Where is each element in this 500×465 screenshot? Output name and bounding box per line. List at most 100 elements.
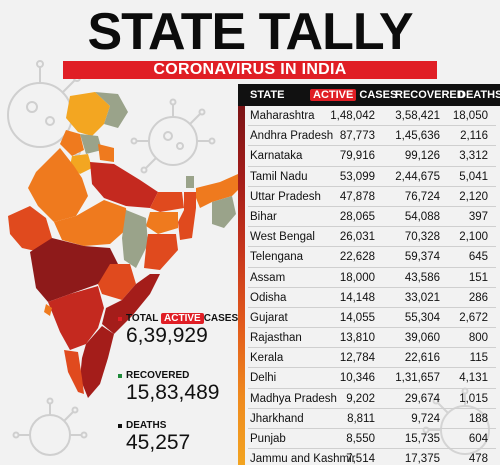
recovered-cell: 70,328: [404, 231, 440, 244]
recovered-cell: 2,44,675: [395, 170, 440, 183]
state-cell: West Bengal: [250, 231, 315, 244]
active-cases-cell: 47,878: [339, 190, 375, 203]
recovered-value: 15,83,489: [126, 381, 220, 404]
state-cell: Uttar Pradesh: [250, 190, 321, 203]
active-cases-cell: 53,099: [339, 170, 375, 183]
table-row: Assam 18,000 43,586 151: [238, 268, 500, 288]
header-deaths: DEATHS: [458, 89, 500, 101]
map-region-goa: [44, 304, 52, 316]
deaths-mark: [118, 424, 122, 428]
state-cell: Tamil Nadu: [250, 170, 308, 183]
state-cell: Karnataka: [250, 150, 303, 163]
state-cell: Andhra Pradesh: [250, 130, 334, 143]
active-cases-cell: 14,055: [339, 311, 375, 324]
deaths-cell: 397: [468, 210, 488, 223]
recovered-cell: 1,45,636: [395, 130, 440, 143]
deaths-cell: 645: [468, 251, 488, 264]
active-cases-cell: 8,550: [346, 433, 375, 445]
deaths-cell: 115: [469, 352, 488, 365]
deaths-cell: 478: [468, 453, 488, 465]
map-region-himachal: [80, 134, 102, 154]
table-row: West Bengal 26,031 70,328 2,100: [238, 227, 500, 248]
active-cases-cell: 22,628: [339, 251, 375, 264]
deaths-cell: 800: [468, 332, 488, 345]
table-row: Kerala 12,784 22,616 115: [238, 348, 500, 369]
map-region-rajasthan: [28, 148, 88, 222]
page-subtitle: CORONAVIRUS IN INDIA: [63, 61, 437, 79]
state-cell: Assam: [250, 271, 286, 284]
deaths-cell: 151: [468, 271, 488, 284]
active-cases-cell: 1,48,042: [330, 110, 375, 122]
state-cell: Maharashtra: [250, 110, 315, 122]
table-row: Odisha 14,148 33,021 286: [238, 288, 500, 309]
active-cases-cell: 9,202: [346, 392, 375, 405]
map-region-jammu-kashmir: [66, 92, 110, 136]
map-region-gujarat: [8, 206, 52, 252]
map-region-sikkim: [186, 176, 194, 188]
map-region-tamil-nadu: [80, 326, 114, 398]
map-region-telangana: [98, 264, 136, 300]
table-body: Maharashtra 1,48,042 3,58,421 18,050 Andhra …: [238, 106, 500, 465]
map-region-odisha: [144, 234, 178, 270]
table-row: Jammu and Kashmir 7,514 17,375 478: [238, 449, 500, 465]
total-active-value: 6,39,929: [126, 324, 208, 347]
recovered-cell: 55,304: [404, 311, 440, 324]
table-header: STATE ACTIVE CASES RECOVERED DEATHS: [238, 84, 500, 106]
active-cases-cell: 14,148: [339, 291, 375, 304]
recovered-cell: 39,060: [404, 332, 440, 345]
recovered-cell: 22,616: [404, 352, 440, 365]
recovered-cell: 1,31,657: [395, 372, 440, 385]
recovered-cell: 29,674: [404, 392, 440, 405]
map-region-uttarakhand: [98, 144, 114, 162]
map-region-andhra-pradesh: [102, 274, 160, 334]
deaths-cell: 604: [468, 433, 488, 445]
active-cases-cell: 28,065: [339, 210, 375, 223]
state-cell: Rajasthan: [250, 332, 302, 345]
total-active-mark: [118, 317, 122, 321]
deaths-cell: 2,672: [459, 311, 488, 324]
map-region-ladakh: [95, 92, 128, 128]
header-recovered: RECOVERED: [395, 89, 465, 101]
map-region-karnataka: [48, 286, 104, 350]
table-row: Rajasthan 13,810 39,060 800: [238, 328, 500, 349]
table-row: Karnataka 79,916 99,126 3,312: [238, 146, 500, 167]
active-cases-cell: 18,000: [339, 271, 375, 284]
recovered-cell: 99,126: [404, 150, 440, 163]
deaths-cell: 286: [468, 291, 488, 304]
state-cell: Madhya Pradesh: [250, 392, 337, 405]
table-row: Punjab 8,550 15,735 604: [238, 429, 500, 450]
map-region-west-bengal: [178, 192, 196, 240]
active-cases-cell: 8,811: [347, 412, 375, 425]
deaths-value: 45,257: [126, 431, 191, 454]
deaths-cell: 3,312: [459, 150, 488, 163]
total-active-label: TOTAL ACTIVE CASES: [126, 313, 239, 324]
table-row: Gujarat 14,055 55,304 2,672: [238, 308, 500, 329]
header-active-cases: ACTIVE CASES: [310, 89, 397, 101]
recovered-cell: 15,735: [404, 433, 440, 445]
deaths-label: DEATHS: [126, 420, 167, 431]
table-row: Andhra Pradesh 87,773 1,45,636 2,116: [238, 126, 500, 147]
map-region-assam: [196, 174, 244, 208]
map-region-madhya-pradesh: [54, 200, 128, 246]
deaths-cell: 1,015: [459, 392, 488, 405]
active-cases-cell: 10,346: [339, 372, 375, 385]
active-cases-cell: 7,514: [346, 453, 375, 465]
active-cases-cell: 13,810: [339, 332, 375, 345]
state-cell: Gujarat: [250, 311, 288, 324]
active-cases-cell: 87,773: [339, 130, 375, 143]
recovered-cell: 3,58,421: [395, 110, 440, 122]
state-cell: Kerala: [250, 352, 284, 365]
map-region-maharashtra: [30, 238, 118, 302]
state-table: STATE ACTIVE CASES RECOVERED DEATHS Maha…: [238, 84, 500, 465]
deaths-cell: 4,131: [459, 372, 488, 385]
map-region-punjab: [60, 130, 84, 156]
active-cases-cell: 12,784: [339, 352, 375, 365]
table-row: Bihar 28,065 54,088 397: [238, 207, 500, 228]
recovered-cell: 33,021: [404, 291, 440, 304]
table-row: Delhi 10,346 1,31,657 4,131: [238, 368, 500, 389]
recovered-cell: 43,586: [404, 271, 440, 284]
recovered-cell: 76,724: [404, 190, 440, 203]
active-cases-cell: 79,916: [339, 150, 375, 163]
recovered-cell: 9,724: [411, 412, 440, 425]
table-row: Tamil Nadu 53,099 2,44,675 5,041: [238, 167, 500, 187]
